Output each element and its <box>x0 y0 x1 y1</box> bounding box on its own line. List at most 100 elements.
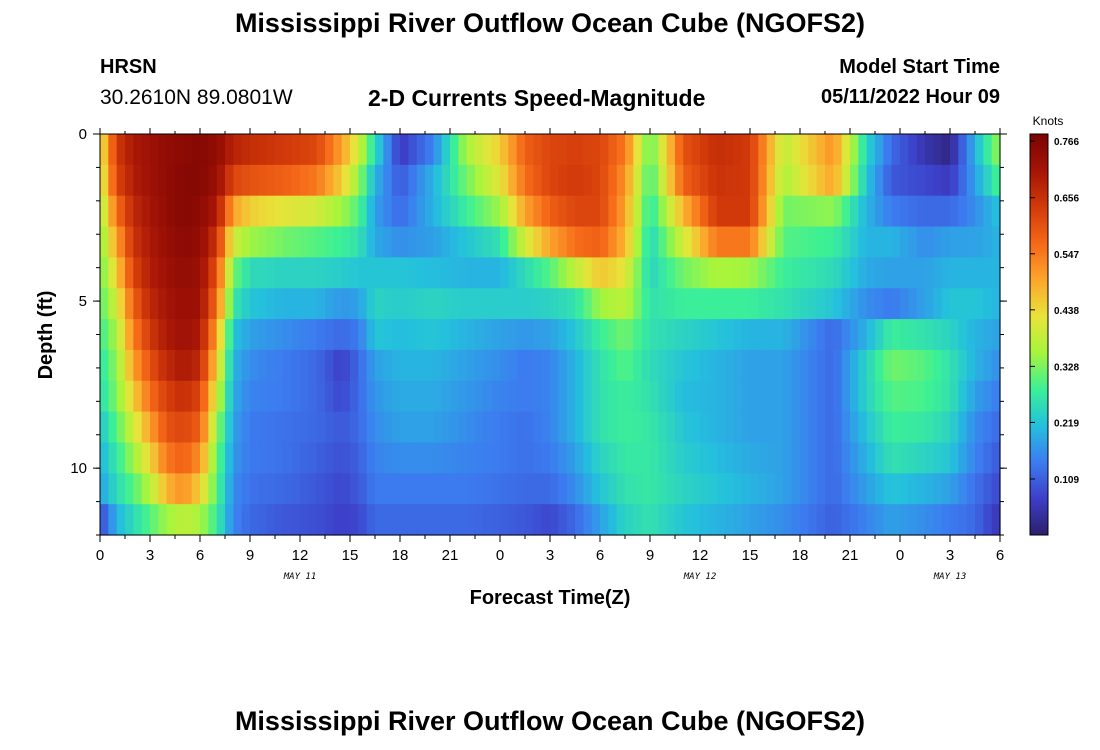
heatmap-cell <box>508 473 518 505</box>
heatmap-cell <box>325 411 334 444</box>
heatmap-cell <box>108 349 118 382</box>
x-tick-label: 9 <box>246 547 254 564</box>
heatmap-cell <box>550 504 559 536</box>
heatmap-cell <box>800 442 809 474</box>
heatmap-cell <box>125 442 134 474</box>
heatmap-cell <box>550 442 559 474</box>
heatmap-cell <box>925 411 934 444</box>
heatmap-cell <box>175 349 184 382</box>
heatmap-cell <box>866 226 876 258</box>
heatmap-cell <box>308 349 318 382</box>
heatmap-cell <box>641 349 651 382</box>
heatmap-cell <box>558 380 568 413</box>
heatmap-cell <box>583 504 593 536</box>
heatmap-cell <box>166 349 176 382</box>
heatmap-cell <box>150 195 159 228</box>
heatmap-cell <box>666 380 676 413</box>
heatmap-cell <box>125 380 134 413</box>
heatmap-cell <box>800 504 809 536</box>
heatmap-cell <box>316 195 326 228</box>
heatmap-cell <box>566 226 576 258</box>
heatmap-cell <box>216 411 226 444</box>
heatmap-cell <box>608 257 618 289</box>
heatmap-cell <box>800 411 809 444</box>
heatmap-cell <box>800 195 809 228</box>
heatmap-cell <box>366 195 376 228</box>
heatmap-cell <box>158 380 168 413</box>
heatmap-cell <box>308 134 318 166</box>
heatmap-cell <box>750 473 759 505</box>
heatmap-cell <box>908 134 918 166</box>
heatmap-cell <box>316 442 326 474</box>
heatmap-cell <box>783 195 793 228</box>
heatmap-cell <box>758 134 768 166</box>
heatmap-cell <box>783 473 793 505</box>
heatmap-cell <box>500 257 509 289</box>
heatmap-cell <box>841 226 851 258</box>
heatmap-cell <box>358 226 368 258</box>
heatmap-cell <box>425 411 434 444</box>
heatmap-cell <box>550 380 559 413</box>
heatmap-cell <box>350 164 359 197</box>
heatmap-cell <box>500 164 509 197</box>
heatmap-cell <box>200 134 209 166</box>
heatmap-cell <box>708 226 718 258</box>
heatmap-cell <box>783 257 793 289</box>
heatmap-cell <box>500 349 509 382</box>
heatmap-cell <box>625 504 634 536</box>
heatmap-cell <box>633 349 643 382</box>
heatmap-cell <box>716 226 726 258</box>
heatmap-cell <box>591 411 601 444</box>
heatmap-cell <box>650 504 659 536</box>
heatmap-cell <box>941 319 951 351</box>
heatmap-cell <box>816 164 826 197</box>
heatmap-cell <box>591 473 601 505</box>
heatmap-cell <box>941 164 951 197</box>
heatmap-cell <box>916 195 926 228</box>
heatmap-cell <box>183 319 193 351</box>
heatmap-cell <box>100 473 109 505</box>
heatmap-cell <box>183 195 193 228</box>
heatmap-cell <box>266 257 276 289</box>
heatmap-cell <box>100 319 109 351</box>
heatmap-cell <box>208 349 218 382</box>
heatmap-cell <box>575 504 584 536</box>
heatmap-cell <box>691 349 701 382</box>
heatmap-cell <box>525 380 534 413</box>
heatmap-cell <box>333 319 343 351</box>
heatmap-cell <box>875 473 884 505</box>
heatmap-cell <box>333 411 343 444</box>
heatmap-cell <box>133 134 143 166</box>
heatmap-cell <box>708 288 718 320</box>
heatmap-cell <box>541 319 551 351</box>
heatmap-cell <box>591 164 601 197</box>
heatmap-cell <box>450 411 459 444</box>
heatmap-cell <box>208 195 218 228</box>
heatmap-cell <box>941 380 951 413</box>
heatmap-cell <box>641 319 651 351</box>
heatmap-cell <box>991 504 1001 536</box>
heatmap-cell <box>750 504 759 536</box>
heatmap-cell <box>533 288 543 320</box>
heatmap-cell <box>933 319 943 351</box>
heatmap-cell <box>900 319 909 351</box>
heatmap-cell <box>658 319 668 351</box>
heatmap-cell <box>958 349 968 382</box>
heatmap-cell <box>983 411 993 444</box>
heatmap-cell <box>700 442 709 474</box>
heatmap-cell <box>825 473 834 505</box>
heatmap-cell <box>191 195 201 228</box>
heatmap-cell <box>200 473 209 505</box>
heatmap-cell <box>875 288 884 320</box>
heatmap-cell <box>400 134 409 166</box>
heatmap-cell <box>933 195 943 228</box>
heatmap-cell <box>883 411 893 444</box>
heatmap-cell <box>708 442 718 474</box>
heatmap-cell <box>841 257 851 289</box>
heatmap-cell <box>250 257 259 289</box>
heatmap-cell <box>500 288 509 320</box>
heatmap-cell <box>883 134 893 166</box>
heatmap-cell <box>966 226 976 258</box>
heatmap-cell <box>908 473 918 505</box>
heatmap-cell <box>208 164 218 197</box>
